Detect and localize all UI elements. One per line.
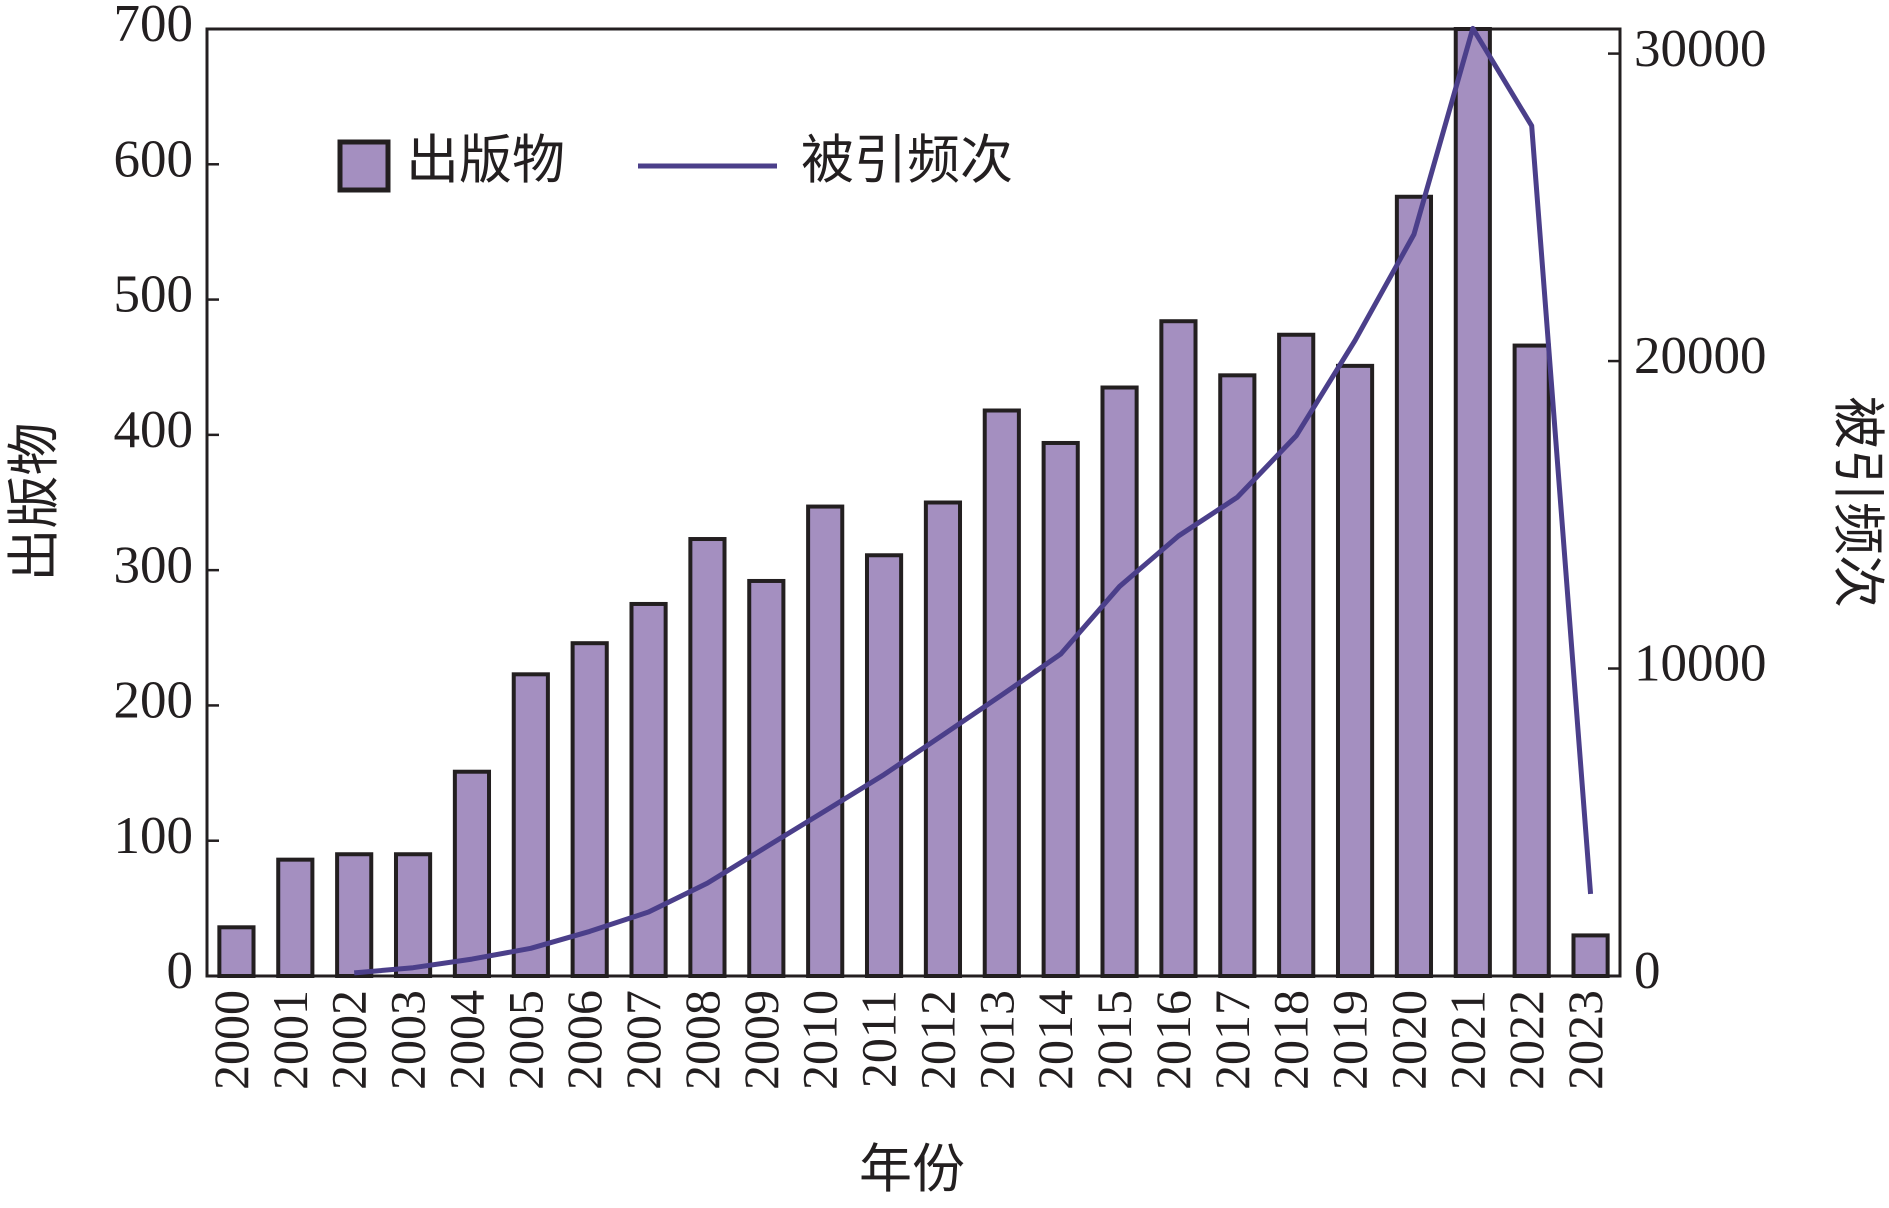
bar [1335, 363, 1375, 978]
x-tick-label: 2010 [792, 990, 848, 1090]
y2-tick-label: 20000 [1634, 327, 1767, 385]
plot-frame [205, 27, 1622, 978]
x-tick-label: 2016 [1145, 990, 1201, 1090]
x-tick-label: 2017 [1204, 990, 1260, 1090]
x-tick-label: 2004 [438, 990, 494, 1090]
x-axis-title: 年份 [859, 1141, 965, 1199]
x-tick-label: 2023 [1557, 990, 1613, 1090]
bar [629, 601, 668, 978]
x-tick-label: 2007 [615, 990, 671, 1090]
y-tick-label: 100 [114, 807, 194, 865]
x-tick-label: 2011 [851, 990, 907, 1088]
x-tick-label: 2000 [203, 990, 259, 1090]
bar [1394, 194, 1434, 979]
bar [688, 537, 727, 979]
x-tick-label: 2008 [674, 990, 730, 1090]
bar [393, 852, 433, 978]
x-tick-label: 2003 [380, 990, 436, 1090]
bar [1041, 440, 1080, 978]
bar [511, 672, 550, 978]
legend-label: 出版物 [406, 132, 565, 190]
y2-axis-title: 被引频次 [1828, 396, 1886, 608]
bar [1277, 332, 1316, 978]
x-tick-label: 2021 [1439, 990, 1495, 1090]
y-tick-label: 200 [114, 672, 194, 730]
bar [217, 925, 256, 978]
x-tick-label: 2018 [1263, 990, 1319, 1090]
y2-tick-label: 10000 [1634, 635, 1767, 693]
bar [923, 500, 963, 978]
x-tick-label: 2013 [968, 990, 1024, 1090]
x-tick-label: 2001 [262, 990, 318, 1090]
y-tick-label: 500 [114, 266, 194, 324]
y-tick-label: 400 [114, 401, 194, 459]
line [353, 25, 1594, 976]
bar [1159, 319, 1198, 978]
y2-tick-label: 30000 [1634, 20, 1767, 78]
x-tick-label: 2015 [1086, 990, 1142, 1090]
legend-swatch [337, 139, 391, 193]
bar [452, 769, 492, 978]
x-tick-label: 2002 [321, 990, 377, 1090]
bar [1100, 385, 1139, 978]
x-tick-label: 2020 [1380, 990, 1436, 1090]
x-tick-label: 2022 [1498, 990, 1554, 1090]
x-tick-label: 2005 [497, 990, 553, 1090]
y-tick-label: 700 [114, 0, 194, 53]
x-tick-label: 2006 [556, 990, 612, 1090]
y2-tick-label: 0 [1634, 942, 1661, 1000]
bar [276, 857, 315, 979]
y-tick-label: 600 [114, 130, 194, 188]
legend-label: 被引频次 [801, 132, 1013, 190]
x-tick-label: 2012 [909, 990, 965, 1090]
bar [1453, 27, 1492, 978]
x-tick-label: 2009 [733, 990, 789, 1090]
bar [335, 852, 374, 978]
bar [747, 578, 786, 978]
bar [1571, 933, 1610, 979]
x-tick-label: 2019 [1322, 990, 1378, 1090]
y-axis-title: 出版物 [6, 423, 64, 582]
bar [1512, 343, 1551, 979]
bar [570, 641, 609, 978]
bar [806, 504, 845, 978]
bar [1218, 373, 1257, 978]
y-tick-label: 0 [167, 942, 194, 1000]
x-tick-label: 2014 [1027, 990, 1083, 1090]
y-tick-label: 300 [114, 536, 194, 594]
